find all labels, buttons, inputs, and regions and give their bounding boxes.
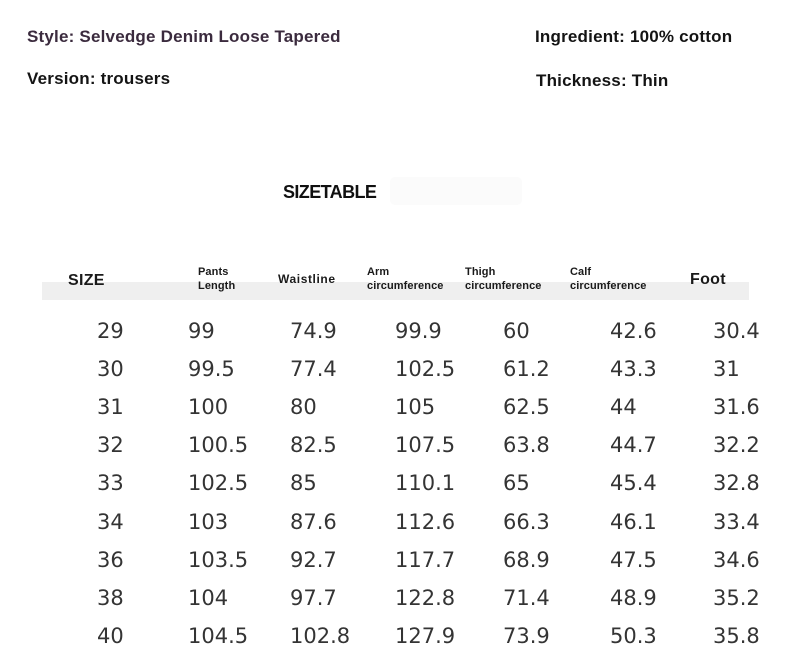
table-cell: 112.6 xyxy=(395,510,456,534)
table-cell: 35.8 xyxy=(713,624,760,645)
table-cell: 48.9 xyxy=(610,586,657,610)
table-cell: 30.4 xyxy=(713,319,760,343)
table-cell: 74.9 xyxy=(290,319,337,343)
col-header-foot: Foot xyxy=(690,271,726,288)
table-row: 33 102.5 85 110.1 65 45.4 32.8 xyxy=(0,471,800,495)
size-table-title: SIZETABLE xyxy=(283,182,377,202)
col-header-arm-circumference: Arm circumference xyxy=(367,266,444,292)
table-cell: 44 xyxy=(610,395,637,419)
table-cell: 99 xyxy=(188,319,215,343)
table-cell: 61.2 xyxy=(503,357,550,381)
faint-watermark xyxy=(390,177,522,205)
table-cell: 47.5 xyxy=(610,548,657,572)
table-cell: 63.8 xyxy=(503,433,550,457)
table-cell: 82.5 xyxy=(290,433,337,457)
table-cell: 36 xyxy=(97,548,124,572)
table-cell: 68.9 xyxy=(503,548,550,572)
table-row: 34 103 87.6 112.6 66.3 46.1 33.4 xyxy=(0,510,800,534)
table-cell: 77.4 xyxy=(290,357,337,381)
table-cell: 99.9 xyxy=(395,319,442,343)
table-cell: 30 xyxy=(97,357,124,381)
ingredient-label: Ingredient: 100% cotton xyxy=(535,27,733,46)
table-cell: 107.5 xyxy=(395,433,456,457)
table-row: 32 100.5 82.5 107.5 63.8 44.7 32.2 xyxy=(0,433,800,457)
table-cell: 102.8 xyxy=(290,624,351,645)
table-row: 38 104 97.7 122.8 71.4 48.9 35.2 xyxy=(0,586,800,610)
table-cell: 73.9 xyxy=(503,624,550,645)
table-row: 31 100 80 105 62.5 44 31.6 xyxy=(0,395,800,419)
table-cell: 104 xyxy=(188,586,229,610)
table-cell: 65 xyxy=(503,471,530,495)
table-cell: 34.6 xyxy=(713,548,760,572)
table-cell: 31.6 xyxy=(713,395,760,419)
table-cell: 127.9 xyxy=(395,624,456,645)
table-cell: 35.2 xyxy=(713,586,760,610)
thickness-label: Thickness: Thin xyxy=(536,71,669,90)
table-cell: 34 xyxy=(97,510,124,534)
table-cell: 62.5 xyxy=(503,395,550,419)
table-cell: 117.7 xyxy=(395,548,456,572)
table-cell: 40 xyxy=(97,624,124,645)
table-cell: 102.5 xyxy=(188,471,249,495)
table-cell: 33.4 xyxy=(713,510,760,534)
table-cell: 71.4 xyxy=(503,586,550,610)
table-cell: 85 xyxy=(290,471,317,495)
table-cell: 99.5 xyxy=(188,357,235,381)
table-cell: 103 xyxy=(188,510,229,534)
table-cell: 110.1 xyxy=(395,471,456,495)
table-cell: 80 xyxy=(290,395,317,419)
table-header-band xyxy=(42,282,749,300)
table-cell: 100 xyxy=(188,395,229,419)
table-cell: 100.5 xyxy=(188,433,249,457)
table-cell: 60 xyxy=(503,319,530,343)
table-cell: 103.5 xyxy=(188,548,249,572)
table-cell: 42.6 xyxy=(610,319,657,343)
table-cell: 29 xyxy=(97,319,124,343)
table-cell: 32.8 xyxy=(713,471,760,495)
table-cell: 44.7 xyxy=(610,433,657,457)
table-cell: 102.5 xyxy=(395,357,456,381)
table-cell: 32 xyxy=(97,433,124,457)
table-row: 29 99 74.9 99.9 60 42.6 30.4 xyxy=(0,319,800,343)
table-cell: 50.3 xyxy=(610,624,657,645)
table-cell: 43.3 xyxy=(610,357,657,381)
table-cell: 46.1 xyxy=(610,510,657,534)
col-header-waistline: Waistline xyxy=(278,272,336,286)
col-header-calf-circumference: Calf circumference xyxy=(570,266,647,292)
col-header-thigh-circumference: Thigh circumference xyxy=(465,266,542,292)
table-cell: 87.6 xyxy=(290,510,337,534)
table-cell: 31 xyxy=(97,395,124,419)
table-row: 36 103.5 92.7 117.7 68.9 47.5 34.6 xyxy=(0,548,800,572)
col-header-pants-length: Pants Length xyxy=(198,266,236,292)
table-cell: 122.8 xyxy=(395,586,456,610)
table-row: 30 99.5 77.4 102.5 61.2 43.3 31 xyxy=(0,357,800,381)
table-row: 40 104.5 102.8 127.9 73.9 50.3 35.8 xyxy=(0,624,800,645)
table-cell: 38 xyxy=(97,586,124,610)
table-cell: 104.5 xyxy=(188,624,249,645)
table-cell: 31 xyxy=(713,357,740,381)
style-label: Style: Selvedge Denim Loose Tapered xyxy=(27,27,341,46)
table-cell: 92.7 xyxy=(290,548,337,572)
version-label: Version: trousers xyxy=(27,69,171,88)
table-cell: 97.7 xyxy=(290,586,337,610)
table-cell: 105 xyxy=(395,395,436,419)
col-header-size: SIZE xyxy=(68,272,105,289)
table-cell: 66.3 xyxy=(503,510,550,534)
table-cell: 45.4 xyxy=(610,471,657,495)
table-cell: 33 xyxy=(97,471,124,495)
table-cell: 32.2 xyxy=(713,433,760,457)
